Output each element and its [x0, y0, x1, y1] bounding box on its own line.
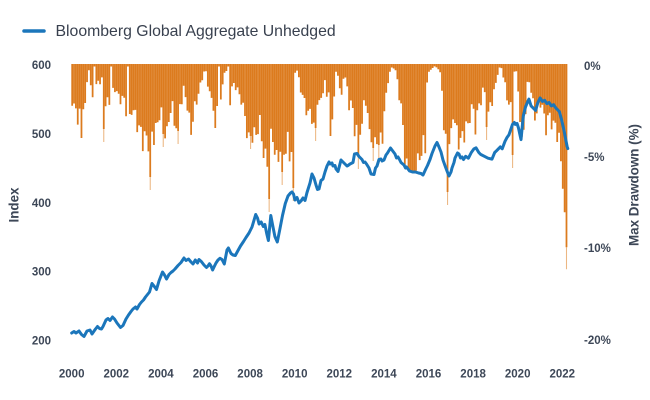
svg-text:2004: 2004 — [148, 369, 174, 381]
svg-text:-5%: -5% — [584, 152, 604, 164]
svg-text:-10%: -10% — [584, 243, 611, 255]
svg-text:2010: 2010 — [282, 369, 308, 381]
svg-text:200: 200 — [32, 336, 51, 348]
svg-text:2000: 2000 — [59, 369, 85, 381]
svg-text:600: 600 — [32, 60, 51, 72]
svg-text:0%: 0% — [584, 61, 601, 73]
svg-text:2018: 2018 — [460, 369, 486, 381]
svg-text:2020: 2020 — [505, 369, 531, 381]
svg-text:2014: 2014 — [371, 369, 397, 381]
svg-text:2012: 2012 — [327, 369, 353, 381]
svg-text:2008: 2008 — [237, 369, 263, 381]
svg-text:Bloomberg Global Aggregate Unh: Bloomberg Global Aggregate Unhedged — [56, 23, 336, 40]
svg-text:400: 400 — [32, 198, 51, 210]
svg-text:-20%: -20% — [584, 335, 611, 347]
svg-text:Max Drawdown (%): Max Drawdown (%) — [627, 124, 642, 246]
svg-text:500: 500 — [32, 129, 51, 141]
svg-text:300: 300 — [32, 267, 51, 279]
svg-text:2002: 2002 — [104, 369, 130, 381]
svg-text:2006: 2006 — [193, 369, 219, 381]
svg-text:2016: 2016 — [416, 369, 442, 381]
svg-text:2022: 2022 — [550, 369, 576, 381]
svg-text:Index: Index — [7, 187, 22, 223]
